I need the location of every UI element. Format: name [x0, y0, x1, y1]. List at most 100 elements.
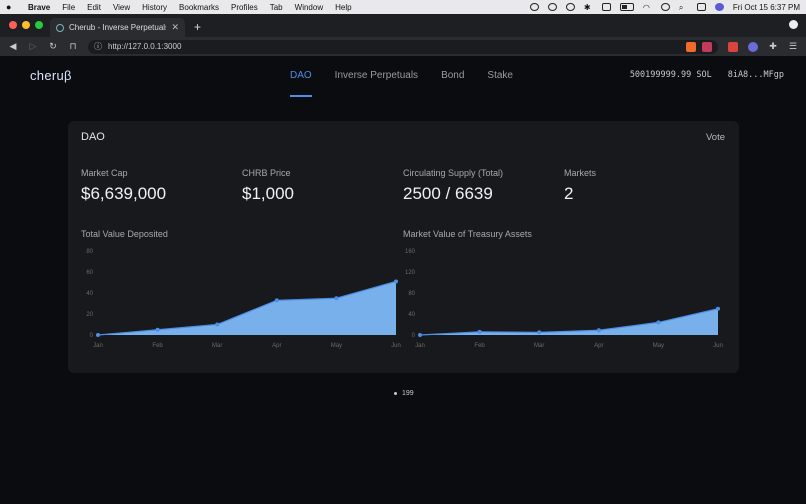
treasury-chart: 0 40 80 120 160 Jan Feb Mar Apr May Jun	[405, 249, 723, 349]
moon-icon[interactable]	[547, 3, 557, 11]
nav-dao[interactable]: DAO	[290, 70, 312, 97]
data-point[interactable]	[716, 306, 720, 311]
apple-icon[interactable]: ●	[6, 2, 12, 12]
data-point[interactable]	[477, 329, 482, 334]
x-tick-label: May	[331, 343, 342, 349]
menu-profiles[interactable]: Profiles	[231, 2, 258, 12]
status-icons: ✱ ◠ ⌕ Fri Oct 15 6:37 PM	[529, 2, 800, 12]
stat-label: Circulating Supply (Total)	[403, 168, 504, 178]
y-tick-label: 0	[90, 333, 94, 339]
menu-clock[interactable]: Fri Oct 15 6:37 PM	[732, 2, 800, 12]
stat-chrb-price: CHRB Price $1,000	[242, 168, 294, 204]
brave-shields-icon[interactable]	[686, 41, 696, 52]
zoom-window-button[interactable]	[35, 21, 43, 29]
browser-menu-icon[interactable]: ☰	[788, 41, 798, 51]
app-page: cheruβ DAO Inverse Perpetuals Bond Stake…	[0, 56, 806, 504]
window-controls	[9, 21, 43, 29]
y-tick-label: 160	[405, 249, 416, 255]
menu-edit[interactable]: Edit	[87, 2, 101, 12]
menu-window[interactable]: Window	[294, 2, 324, 12]
wallet-address-button[interactable]: 8iA8...MFgp	[727, 70, 784, 80]
browser-tab[interactable]: Cherub - Inverse Perpetuals (3... ✕	[50, 18, 185, 37]
macos-menu-bar: ● Brave File Edit View History Bookmarks…	[0, 0, 806, 14]
y-tick-label: 40	[408, 312, 415, 318]
nav-bond[interactable]: Bond	[441, 70, 465, 81]
stat-circulating-supply: Circulating Supply (Total) 2500 / 6639	[403, 168, 503, 204]
menu-file[interactable]: File	[62, 2, 76, 12]
data-point[interactable]	[215, 322, 220, 327]
battery-icon[interactable]	[619, 3, 634, 11]
data-point[interactable]	[418, 333, 422, 337]
x-tick-label: Apr	[272, 343, 281, 349]
y-tick-label: 0	[412, 333, 416, 339]
data-point[interactable]	[334, 296, 339, 301]
data-point[interactable]	[537, 330, 542, 335]
menu-help[interactable]: Help	[335, 2, 352, 12]
user-icon[interactable]	[660, 3, 670, 11]
back-icon[interactable]: ◀	[9, 41, 17, 51]
extensions-puzzle-icon[interactable]: ✚	[769, 41, 777, 51]
cherub-logo[interactable]: cheruβ	[30, 68, 72, 83]
close-tab-icon[interactable]: ✕	[171, 22, 179, 32]
tvd-chart: 0 20 40 60 80 Jan Feb Mar Apr May Jun	[86, 249, 401, 349]
brave-rewards-icon[interactable]	[702, 41, 712, 52]
stat-value: 2	[564, 184, 574, 203]
x-tick-label: Mar	[534, 343, 544, 349]
series-line	[419, 308, 719, 336]
menu-history[interactable]: History	[142, 2, 168, 12]
siri-icon[interactable]	[714, 3, 724, 11]
x-tick-label: Mar	[212, 343, 222, 349]
nav-inverse-perpetuals[interactable]: Inverse Perpetuals	[334, 70, 419, 81]
stat-market-cap: Market Cap $6,639,000	[81, 168, 166, 204]
url-text[interactable]: http://127.0.0.1:3000	[108, 42, 182, 51]
stat-markets: Markets 2	[564, 168, 596, 204]
control-center-icon[interactable]	[696, 3, 706, 11]
data-point[interactable]	[274, 298, 279, 303]
stat-label: CHRB Price	[242, 168, 291, 178]
address-bar[interactable]: ⓘ http://127.0.0.1:3000	[88, 39, 718, 54]
stat-label: Markets	[564, 168, 597, 178]
stat-value: $1,000	[242, 184, 294, 203]
new-tab-button[interactable]: +	[194, 20, 202, 34]
vote-link[interactable]: Vote	[705, 132, 725, 143]
treasury-chart-title: Market Value of Treasury Assets	[403, 229, 532, 239]
bookmark-icon[interactable]: ⊓	[69, 41, 77, 51]
data-point[interactable]	[96, 333, 100, 337]
close-window-button[interactable]	[9, 21, 17, 29]
x-tick-label: May	[653, 343, 664, 349]
minimize-window-button[interactable]	[22, 21, 30, 29]
nav-stake[interactable]: Stake	[487, 70, 513, 81]
menu-view[interactable]: View	[112, 2, 131, 12]
browser-toolbar: ◀ ▷ ↻ ⊓ ⓘ http://127.0.0.1:3000 ✚ ☰	[0, 37, 806, 56]
x-tick-label: Jun	[391, 343, 401, 349]
bluetooth-icon[interactable]: ✱	[583, 3, 591, 12]
profile-icon[interactable]	[789, 20, 798, 29]
data-point[interactable]	[656, 320, 661, 325]
stat-value: $6,639,000	[81, 184, 167, 203]
data-point[interactable]	[155, 327, 160, 332]
search-icon[interactable]: ⌕	[678, 3, 684, 12]
y-tick-label: 40	[86, 291, 93, 297]
favicon-icon	[56, 23, 64, 32]
info-icon[interactable]	[565, 3, 575, 11]
y-tick-label: 20	[86, 312, 93, 318]
menu-tab[interactable]: Tab	[269, 2, 283, 12]
reload-icon[interactable]: ↻	[49, 41, 57, 51]
site-info-icon[interactable]: ⓘ	[94, 42, 102, 51]
x-tick-label: Jan	[415, 343, 425, 349]
y-tick-label: 80	[86, 249, 93, 255]
x-tick-label: Jan	[93, 343, 103, 349]
forward-icon[interactable]: ▷	[29, 41, 37, 51]
menu-brave[interactable]: Brave	[28, 2, 51, 12]
extension-wallet-icon[interactable]	[748, 41, 758, 52]
x-tick-label: Feb	[474, 343, 485, 349]
keyboard-icon[interactable]	[601, 3, 611, 11]
y-tick-label: 60	[86, 270, 93, 276]
data-point[interactable]	[394, 279, 398, 284]
wifi-icon[interactable]: ◠	[642, 3, 650, 12]
network-icon[interactable]	[529, 3, 539, 11]
menu-bookmarks[interactable]: Bookmarks	[179, 2, 220, 12]
extension-lock-icon[interactable]	[728, 41, 738, 52]
data-point[interactable]	[596, 328, 601, 333]
dao-card: DAO Vote Market Cap $6,639,000 CHRB Pric…	[68, 121, 739, 373]
